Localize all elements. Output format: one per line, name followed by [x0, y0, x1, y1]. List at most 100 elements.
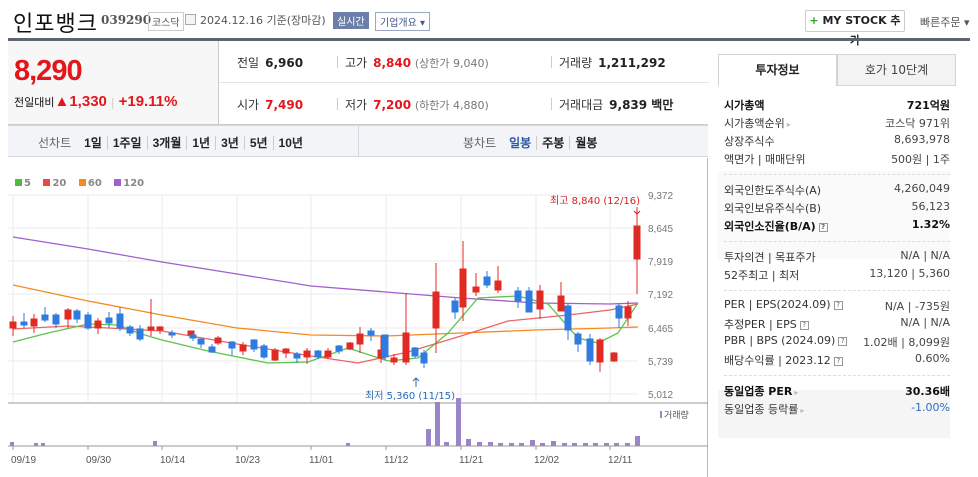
- tab-investment-info[interactable]: 투자정보: [718, 54, 837, 86]
- lower-limit: (하한가 4,880): [414, 99, 489, 112]
- svg-text:6,465: 6,465: [648, 324, 673, 335]
- svg-text:12/11: 12/11: [608, 455, 633, 466]
- stock-header: 인포뱅크 039290 코스닥 2024.12.16 기준(장마감) 실시간 기…: [0, 0, 978, 47]
- open-value: 7,490: [265, 98, 304, 112]
- prev-close-value: 6,960: [265, 56, 304, 70]
- low-annotation: 최저 5,360 (11/15): [365, 390, 455, 402]
- change-value: 1,330: [69, 93, 107, 110]
- candle-chart-periods: 봉차트 일봉 주봉 월봉: [463, 134, 603, 151]
- svg-text:09/19: 09/19: [11, 455, 36, 466]
- trade-value: 9,839 백만: [609, 98, 674, 112]
- open-label: 시가: [237, 98, 260, 112]
- chevron-right-icon: ▸: [800, 406, 805, 415]
- help-icon[interactable]: ?: [833, 301, 843, 310]
- svg-text:09/30: 09/30: [86, 455, 111, 466]
- help-icon[interactable]: ?: [799, 321, 809, 330]
- svg-text:11/21: 11/21: [459, 455, 484, 466]
- tab-order-book-10[interactable]: 호가 10단계: [837, 54, 956, 86]
- volume-label: 거래량: [559, 56, 593, 70]
- current-price-box: 8,290 전일대비▲1,330 | +19.11%: [8, 41, 218, 125]
- period-5y[interactable]: 5년: [243, 136, 273, 150]
- week52-row: 52주최고 | 최저 13,120 | 5,360: [724, 267, 950, 282]
- volume-value: 1,211,292: [598, 56, 666, 70]
- industry-change-row[interactable]: 동일업종 등락률 ▸ -1.00%: [724, 401, 950, 416]
- high-label: 고가: [345, 56, 368, 70]
- chart-toolbar: 선차트 1일 1주일 3개월 1년 3년 5년 10년 봉차트 일봉 주봉 월봉: [8, 125, 708, 157]
- listed-shares-row: 상장주식수 8,693,978: [724, 133, 950, 148]
- legend-ma60: 60: [78, 178, 102, 189]
- change-percent: +19.11%: [118, 93, 178, 110]
- candle-chart-label: 봉차트: [463, 136, 497, 150]
- opinion-row: 투자의견 | 목표주가 N/A | N/A: [724, 249, 950, 264]
- chevron-right-icon: ▸: [794, 388, 799, 397]
- help-icon[interactable]: ?: [818, 223, 828, 232]
- high-value: 8,840: [373, 56, 412, 70]
- svg-text:5,012: 5,012: [648, 390, 673, 401]
- market-cap-row: 시가총액 721억원: [724, 99, 950, 112]
- svg-text:8,645: 8,645: [648, 224, 673, 235]
- period-10y[interactable]: 10년: [272, 136, 308, 150]
- info-tabs: 투자정보 호가 10단계: [718, 54, 956, 86]
- realtime-button[interactable]: 실시간: [333, 12, 369, 29]
- investment-info-panel: 투자정보 호가 10단계 시가총액 721억원 시가총액순위 ▸ 코스닥 971위 상…: [708, 41, 970, 477]
- industry-per-row[interactable]: 동일업종 PER ▸ 30.36배: [724, 385, 950, 398]
- pbr-row: PBR | BPS (2024.09)? 1.02배 | 8,099원: [724, 334, 950, 349]
- par-value-row: 액면가 | 매매단위 500원 | 1주: [724, 153, 950, 166]
- help-icon[interactable]: ?: [838, 337, 848, 346]
- chevron-right-icon: ▸: [786, 120, 791, 129]
- current-price: 8,290: [14, 55, 83, 87]
- est-per-row: 추정PER | EPS? N/A | N/A: [724, 316, 950, 331]
- svg-text:5,739: 5,739: [648, 357, 673, 368]
- chart-canvas: 9,372 8,645 7,919 7,192 6,465 5,739 5,01…: [8, 191, 708, 466]
- svg-text:10/14: 10/14: [160, 455, 185, 466]
- period-1w[interactable]: 1주일: [106, 136, 147, 150]
- svg-text:11/01: 11/01: [309, 455, 334, 466]
- price-change: 전일대비▲1,330 | +19.11%: [14, 93, 178, 110]
- legend-ma20: 20: [43, 178, 66, 189]
- candlestick-chart[interactable]: 5 20 60 120 9,372 8,645 7,919 7,192 6,46…: [8, 158, 708, 477]
- add-my-stock-button[interactable]: + MY STOCK 추가: [805, 10, 905, 47]
- period-3y[interactable]: 3년: [215, 136, 244, 150]
- svg-text:11/12: 11/12: [384, 455, 409, 466]
- market-cap-rank-row[interactable]: 시가총액순위 ▸ 코스닥 971위: [724, 117, 950, 130]
- candle-monthly[interactable]: 월봉: [569, 136, 603, 150]
- line-chart-periods: 선차트 1일 1주일 3개월 1년 3년 5년 10년: [38, 134, 308, 151]
- per-row: PER | EPS(2024.09)? N/A | -735원: [724, 298, 950, 313]
- period-1d[interactable]: 1일: [84, 136, 102, 150]
- svg-text:12/02: 12/02: [534, 455, 559, 466]
- company-name: 인포뱅크: [13, 12, 98, 37]
- low-value: 7,200: [373, 98, 412, 112]
- candle-weekly[interactable]: 주봉: [536, 136, 570, 150]
- up-arrow-icon: ▲: [54, 93, 70, 110]
- plus-icon: +: [809, 14, 819, 27]
- change-label: 전일대비: [14, 96, 55, 109]
- foreign-holding-row: 외국인보유주식수(B) 56,123: [724, 200, 950, 215]
- base-date: 2024.12.16 기준(장마감): [200, 14, 326, 27]
- legend-ma120: 120: [114, 178, 144, 189]
- period-3m[interactable]: 3개월: [146, 136, 187, 150]
- foreign-limit-row: 외국인한도주식수(A) 4,260,049: [724, 182, 950, 197]
- calendar-icon: [185, 14, 196, 25]
- svg-text:7,919: 7,919: [648, 257, 673, 268]
- header-divider: [8, 38, 970, 41]
- trade-value-label: 거래대금: [559, 98, 604, 112]
- line-chart-label: 선차트: [38, 136, 72, 150]
- svg-text:7,192: 7,192: [648, 290, 673, 301]
- prev-close-label: 전일: [237, 56, 260, 70]
- market-badge: 코스닥: [148, 12, 184, 31]
- candle-daily[interactable]: 일봉: [509, 136, 532, 150]
- chart-legend: 5 20 60 120: [15, 178, 153, 189]
- foreign-ratio-row: 외국인소진율(B/A)? 1.32%: [724, 218, 950, 233]
- help-icon[interactable]: ?: [833, 357, 843, 366]
- high-annotation: 최고 8,840 (12/16): [550, 195, 640, 207]
- price-summary: 전일 6,960 고가 8,840 (상한가 9,040) 거래량 1,211,292…: [218, 41, 709, 125]
- company-overview-dropdown[interactable]: 기업개요 ▾: [375, 12, 430, 31]
- quick-order-dropdown[interactable]: 빠른주문 ▾: [920, 16, 970, 29]
- low-label: 저가: [345, 98, 368, 112]
- legend-ma5: 5: [15, 178, 31, 189]
- toolbar-divider: [358, 126, 359, 156]
- stock-code: 039290: [101, 13, 152, 27]
- volume-legend: 거래량: [664, 409, 689, 421]
- svg-text:10/23: 10/23: [235, 455, 260, 466]
- period-1y[interactable]: 1년: [186, 136, 216, 150]
